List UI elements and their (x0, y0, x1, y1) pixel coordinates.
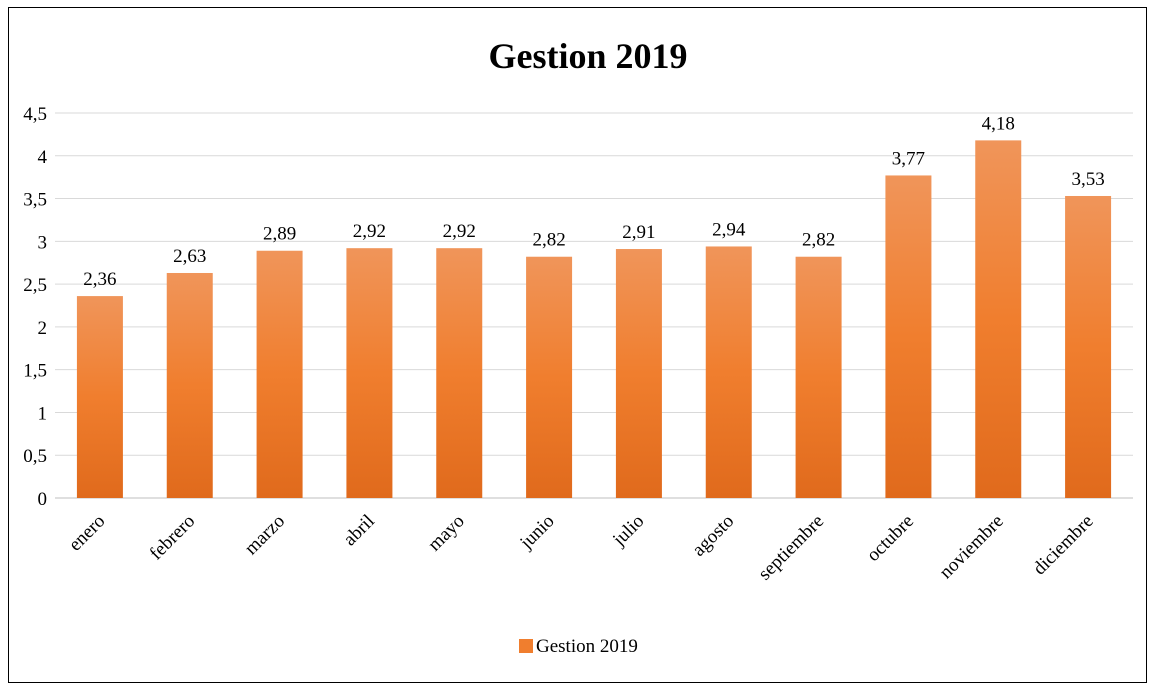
data-label: 2,82 (802, 230, 835, 251)
data-label: 2,92 (443, 221, 476, 242)
bar-septiembre (795, 256, 842, 498)
y-tick-label: 2 (38, 318, 48, 339)
x-tick-label: enero (65, 511, 110, 556)
x-tick-label: agosto (688, 511, 738, 561)
x-tick-label: julio (608, 511, 648, 551)
y-tick-label: 1 (38, 403, 48, 424)
bar-febrero (166, 272, 213, 498)
data-label: 3,77 (892, 148, 925, 169)
x-tick-label: noviembre (935, 511, 1007, 583)
x-tick-label: octubre (863, 511, 918, 566)
x-tick-label: diciembre (1029, 511, 1098, 580)
chart-title: Gestion 2019 (488, 36, 687, 76)
bar-enero (76, 296, 123, 498)
legend-swatch (519, 639, 533, 653)
gridlines (55, 112, 1133, 499)
bar-marzo (256, 250, 303, 498)
bar-diciembre (1065, 195, 1112, 498)
bar-julio (615, 249, 662, 498)
y-tick-label: 4,5 (23, 104, 47, 125)
data-label: 3,53 (1071, 169, 1104, 190)
y-tick-label: 2,5 (23, 275, 47, 296)
y-tick-label: 3,5 (23, 190, 47, 211)
bar-noviembre (975, 140, 1022, 498)
data-label: 2,89 (263, 224, 296, 245)
y-tick-label: 0,5 (23, 446, 47, 467)
x-tick-label: junio (515, 511, 558, 554)
bars (76, 140, 1112, 498)
y-tick-label: 3 (38, 232, 48, 253)
y-tick-label: 0 (38, 489, 48, 510)
x-tick-label: septiembre (754, 511, 828, 585)
legend-label: Gestion 2019 (536, 636, 638, 657)
data-label: 2,92 (353, 221, 386, 242)
x-tick-label: abril (339, 511, 378, 550)
bar-junio (526, 256, 573, 498)
data-label: 2,91 (622, 222, 655, 243)
bar-octubre (885, 175, 932, 498)
x-tick-label: marzo (241, 511, 289, 559)
legend: Gestion 2019 (519, 636, 638, 657)
bar-abril (346, 248, 393, 498)
data-labels: 2,36 2,63 2,89 2,92 2,92 2,82 2,91 2,94 2,82 3,77… (83, 113, 1104, 290)
bar-mayo (436, 248, 483, 498)
data-label: 2,82 (532, 230, 565, 251)
bar-agosto (705, 246, 752, 498)
x-axis: enero febrero marzo abril mayo junio julio agos… (65, 511, 1098, 585)
y-axis: 0 0,5 1 1,5 2 2,5 3 3,5 4 4,5 (23, 104, 47, 510)
y-tick-label: 4 (38, 147, 48, 168)
y-tick-label: 1,5 (23, 361, 47, 382)
data-label: 2,36 (83, 269, 116, 290)
data-label: 4,18 (982, 113, 1015, 134)
x-tick-label: febrero (146, 511, 200, 565)
x-tick-label: mayo (424, 511, 469, 556)
data-label: 2,63 (173, 246, 206, 267)
data-label: 2,94 (712, 219, 746, 240)
